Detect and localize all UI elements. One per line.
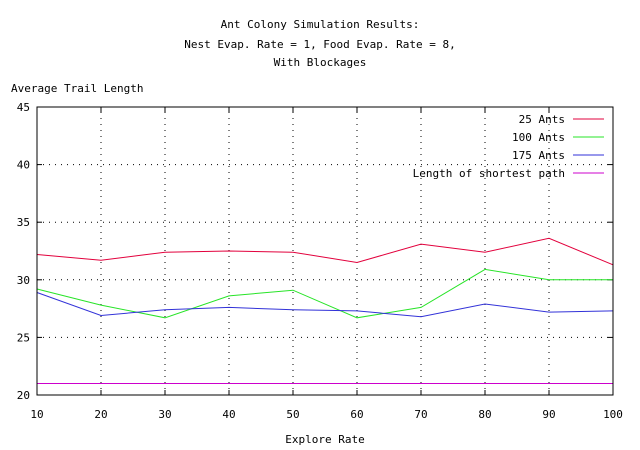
x-tick-label: 80: [478, 408, 491, 421]
legend: 25 Ants 100 Ants 175 Ants Length of shortes…: [413, 113, 604, 180]
x-axis-label: Explore Rate: [285, 433, 364, 446]
series-line-3: [36, 292, 614, 318]
chart-title-line-3: With Blockages: [274, 56, 367, 69]
x-tick-label: 20: [94, 408, 107, 421]
chart-title-line-1: Ant Colony Simulation Results:: [221, 18, 420, 31]
series-lines: [36, 237, 614, 384]
series-line-2: [36, 268, 613, 319]
x-tick-label: 50: [286, 408, 299, 421]
y-tick-label: 20: [17, 389, 30, 402]
y-tick-label: 35: [17, 216, 30, 229]
x-tick-label: 30: [158, 408, 171, 421]
legend-label-2: 100 Ants: [512, 131, 565, 144]
y-tick-label: 25: [17, 331, 30, 344]
chart-title-line-2: Nest Evap. Rate = 1, Food Evap. Rate = 8…: [184, 38, 456, 51]
x-tick-label: 60: [350, 408, 363, 421]
x-tick-label: 100: [603, 408, 623, 421]
x-tick-label: 90: [542, 408, 555, 421]
x-tick-label: 40: [222, 408, 235, 421]
grid: [37, 107, 613, 395]
series-line-1: [36, 237, 614, 266]
y-tick-label: 30: [17, 274, 30, 287]
x-tick-label: 70: [414, 408, 427, 421]
chart-title: Ant Colony Simulation Results: Nest Evap…: [184, 18, 456, 69]
x-tick-label: 10: [30, 408, 43, 421]
y-axis-label: Average Trail Length: [11, 82, 143, 95]
y-tick-label: 45: [17, 101, 30, 114]
plot-frame: [36, 106, 614, 396]
legend-label-1: 25 Ants: [519, 113, 565, 126]
legend-label-4: Length of shortest path: [413, 167, 565, 180]
y-tick-label: 40: [17, 159, 30, 172]
legend-label-3: 175 Ants: [512, 149, 565, 162]
